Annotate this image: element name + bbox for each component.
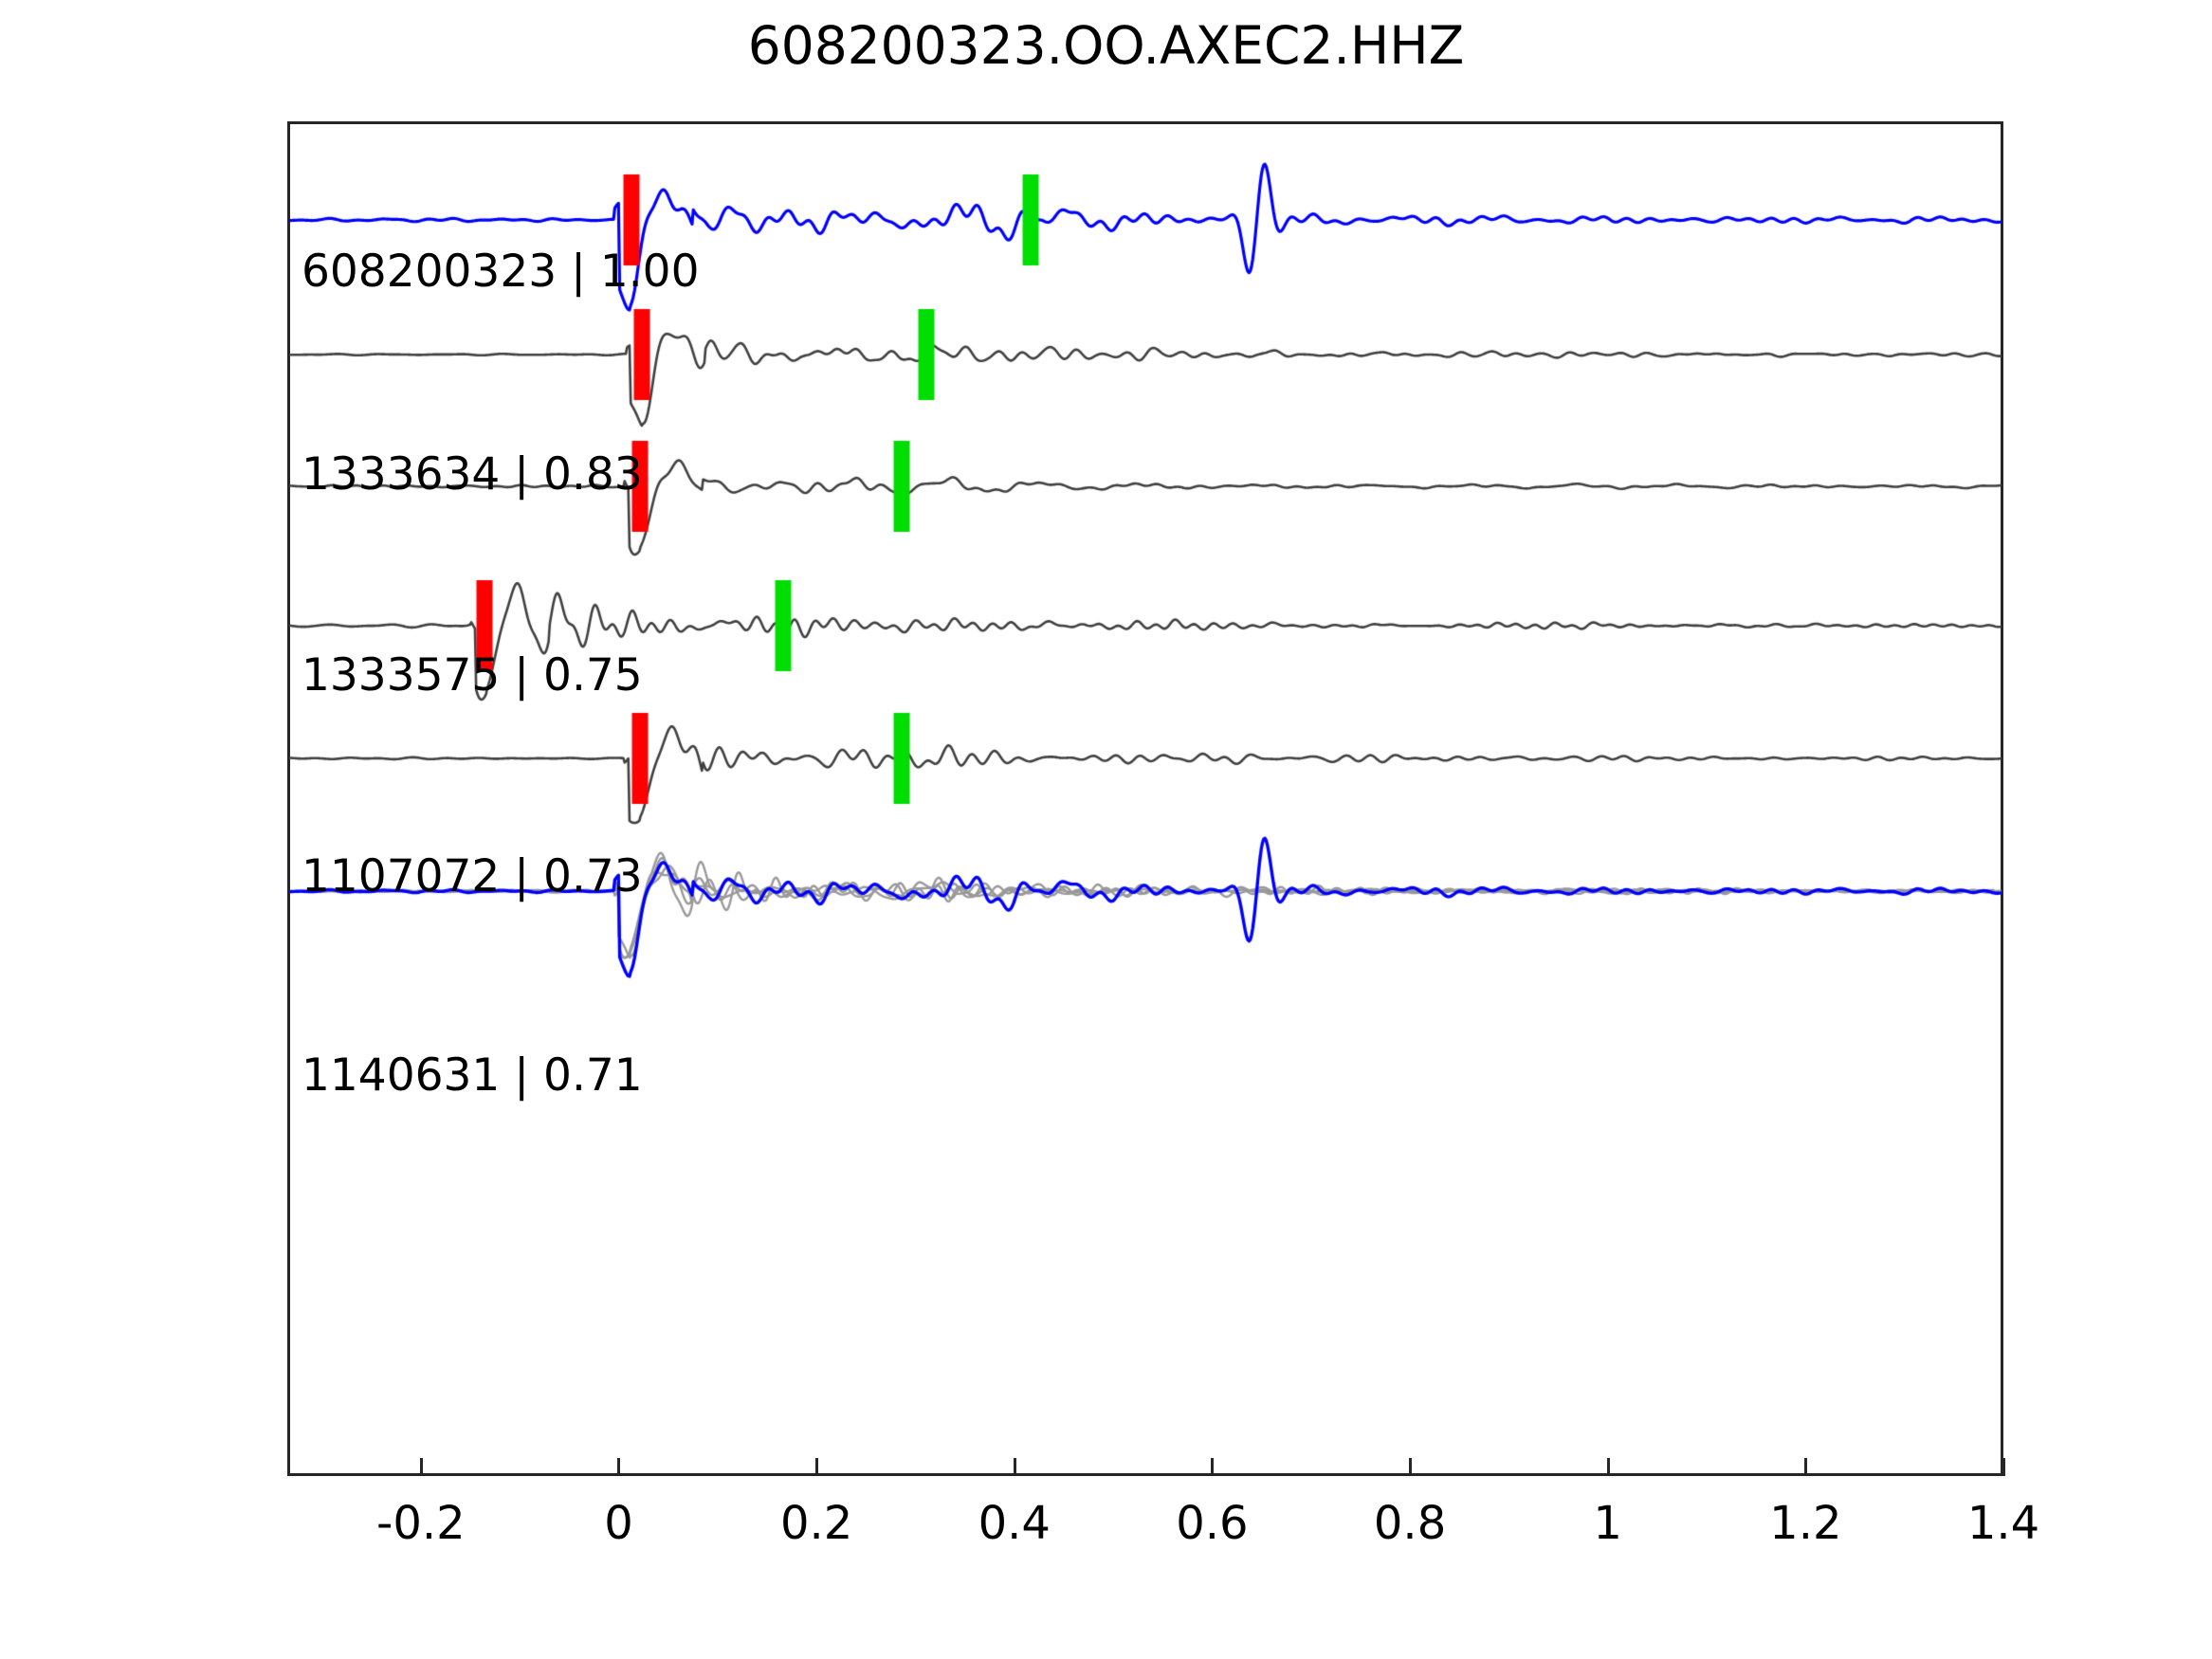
x-tick-label: 1.2 xyxy=(1769,1497,1842,1550)
x-tick-label: 0.2 xyxy=(779,1497,853,1550)
trace-label-1333575: 1333575 | 0.75 xyxy=(302,649,643,702)
x-tick-mark xyxy=(1606,1458,1610,1476)
trace-label-1107072: 1107072 | 0.73 xyxy=(302,850,643,902)
x-tick-mark xyxy=(419,1458,423,1476)
x-tick-label: 0 xyxy=(604,1497,633,1550)
x-tick-label: -0.2 xyxy=(376,1497,466,1550)
x-tick-mark xyxy=(1211,1458,1215,1476)
x-tick-mark xyxy=(2002,1458,2005,1476)
trace-label-1140631: 1140631 | 0.71 xyxy=(302,1049,643,1102)
x-tick-mark xyxy=(1804,1458,1808,1476)
x-tick-label: 0.4 xyxy=(978,1497,1051,1550)
x-tick-label: 1.4 xyxy=(1966,1497,2040,1550)
x-tick-mark xyxy=(617,1458,621,1476)
trace-label-1333634: 1333634 | 0.83 xyxy=(302,448,643,501)
x-tick-label: 1 xyxy=(1593,1497,1622,1550)
page-title: 608200323.OO.AXEC2.HHZ xyxy=(747,15,1465,76)
x-tick-mark xyxy=(1013,1458,1016,1476)
x-tick-mark xyxy=(815,1458,819,1476)
plot-axes-frame xyxy=(287,121,2003,1476)
trace-label-608200323: 608200323 | 1.00 xyxy=(302,246,700,298)
x-tick-mark xyxy=(1409,1458,1413,1476)
x-tick-label: 0.8 xyxy=(1373,1497,1447,1550)
x-tick-label: 0.6 xyxy=(1176,1497,1249,1550)
